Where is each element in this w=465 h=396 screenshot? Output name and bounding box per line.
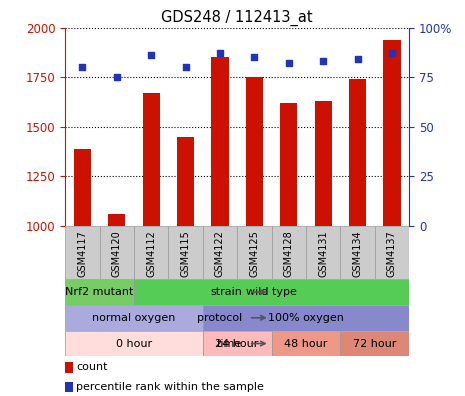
Text: GSM4112: GSM4112 [146,230,156,277]
Point [285,60,292,67]
Bar [100,226,134,279]
Point [319,58,327,65]
Bar [73,148,91,226]
Point [354,56,361,63]
Text: GSM4117: GSM4117 [77,230,87,277]
Bar [65,279,134,305]
Text: GSM4120: GSM4120 [112,230,122,277]
Text: normal oxygen: normal oxygen [92,313,176,323]
Bar [349,79,366,226]
Text: Nrf2 mutant: Nrf2 mutant [65,287,134,297]
Text: time: time [217,339,242,348]
Text: GSM4128: GSM4128 [284,230,294,277]
Bar [177,137,194,226]
Text: protocol: protocol [197,313,242,323]
Bar [246,77,263,226]
Title: GDS248 / 112413_at: GDS248 / 112413_at [161,10,313,27]
Bar [168,226,203,279]
Point [216,50,224,57]
Text: 0 hour: 0 hour [116,339,152,348]
Point [79,64,86,70]
Text: GSM4115: GSM4115 [180,230,191,277]
Point [147,52,155,59]
Bar [65,362,73,373]
Bar [383,40,400,226]
Text: GSM4122: GSM4122 [215,230,225,277]
Point [251,54,258,61]
Text: 24 hour: 24 hour [215,339,259,348]
Bar [340,226,375,279]
Bar [340,331,409,356]
Bar [306,226,340,279]
Text: 100% oxygen: 100% oxygen [268,313,344,323]
Text: 72 hour: 72 hour [353,339,397,348]
Bar [108,214,125,226]
Bar [203,226,237,279]
Point [113,74,120,80]
Bar [272,226,306,279]
Text: GSM4125: GSM4125 [249,230,259,277]
Text: strain: strain [210,287,242,297]
Bar [211,57,229,226]
Bar [65,305,203,331]
Bar [65,331,203,356]
Point [388,50,396,57]
Bar [203,331,272,356]
Point [182,64,189,70]
Bar [375,226,409,279]
Bar [237,226,272,279]
Bar [280,103,297,226]
Text: GSM4131: GSM4131 [318,230,328,277]
Bar [314,101,332,226]
Text: wild type: wild type [246,287,297,297]
Bar [203,305,409,331]
Bar [65,226,100,279]
Text: percentile rank within the sample: percentile rank within the sample [76,382,264,392]
Bar [134,279,409,305]
Text: count: count [76,362,107,372]
Bar [134,226,168,279]
Text: 48 hour: 48 hour [284,339,328,348]
Bar [142,93,160,226]
Text: GSM4134: GSM4134 [352,230,363,277]
Bar [272,331,340,356]
Text: GSM4137: GSM4137 [387,230,397,277]
Bar [65,382,73,392]
